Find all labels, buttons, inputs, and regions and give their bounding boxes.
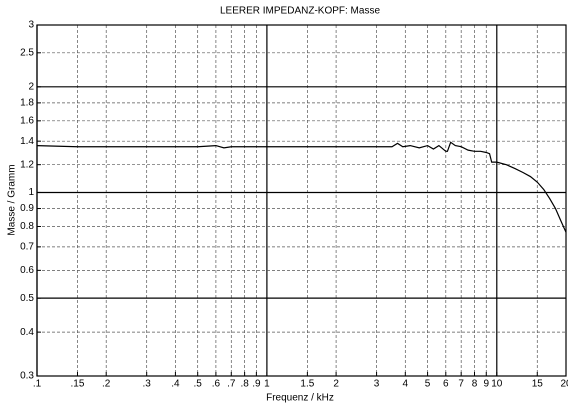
x-tick-label: 20	[560, 379, 568, 390]
data-line	[36, 141, 567, 233]
y-tick-label: 3	[28, 20, 34, 31]
y-tick-label: 0.6	[20, 265, 34, 276]
y-tick-label: 2	[28, 81, 34, 92]
plot-frame	[36, 24, 567, 377]
x-tick-label: .8	[240, 379, 249, 390]
x-tick-label: .7	[227, 379, 236, 390]
y-tick-label: 0.9	[20, 203, 34, 214]
chart-title: LEERER IMPEDANZ-KOPF: Masse	[220, 6, 380, 17]
x-tick-label: 5	[425, 379, 431, 390]
x-tick-label: .2	[102, 379, 111, 390]
x-tick-label: .5	[194, 379, 203, 390]
y-tick-label: 0.8	[20, 221, 34, 232]
y-axis-label: Masse / Gramm	[7, 164, 18, 235]
x-tick-label: .4	[171, 379, 180, 390]
x-tick-label: .1	[33, 379, 42, 390]
y-tick-label: 0.7	[20, 241, 34, 252]
x-tick-label: .6	[212, 379, 221, 390]
y-tick-label: 1.8	[20, 98, 34, 109]
x-tick-label: 1	[264, 379, 270, 390]
y-tick-label: 2.5	[20, 47, 34, 58]
x-tick-label: 7	[458, 379, 464, 390]
x-tick-label: .9	[252, 379, 261, 390]
x-tick-label: 4	[403, 379, 409, 390]
x-tick-label: 6	[443, 379, 449, 390]
x-tick-label: 15	[532, 379, 544, 390]
x-tick-label: .3	[143, 379, 152, 390]
x-tick-label: 9	[483, 379, 489, 390]
y-tick-label: 1.6	[20, 115, 34, 126]
x-tick-label: 3	[374, 379, 380, 390]
y-tick-label: 1.4	[20, 136, 34, 147]
x-tick-label: 8	[472, 379, 478, 390]
y-tick-label: 0.5	[20, 293, 34, 304]
x-tick-label: .15	[71, 379, 85, 390]
x-tick-label: 2	[333, 379, 339, 390]
y-tick-label: 1	[28, 187, 34, 198]
x-axis-label: Frequenz / kHz	[266, 393, 334, 404]
x-tick-label: 10	[491, 379, 503, 390]
y-tick-label: 1.2	[20, 159, 34, 170]
x-tick-label: 1.5	[300, 379, 314, 390]
y-tick-label: 0.3	[20, 371, 34, 382]
y-tick-label: 0.4	[20, 327, 34, 338]
